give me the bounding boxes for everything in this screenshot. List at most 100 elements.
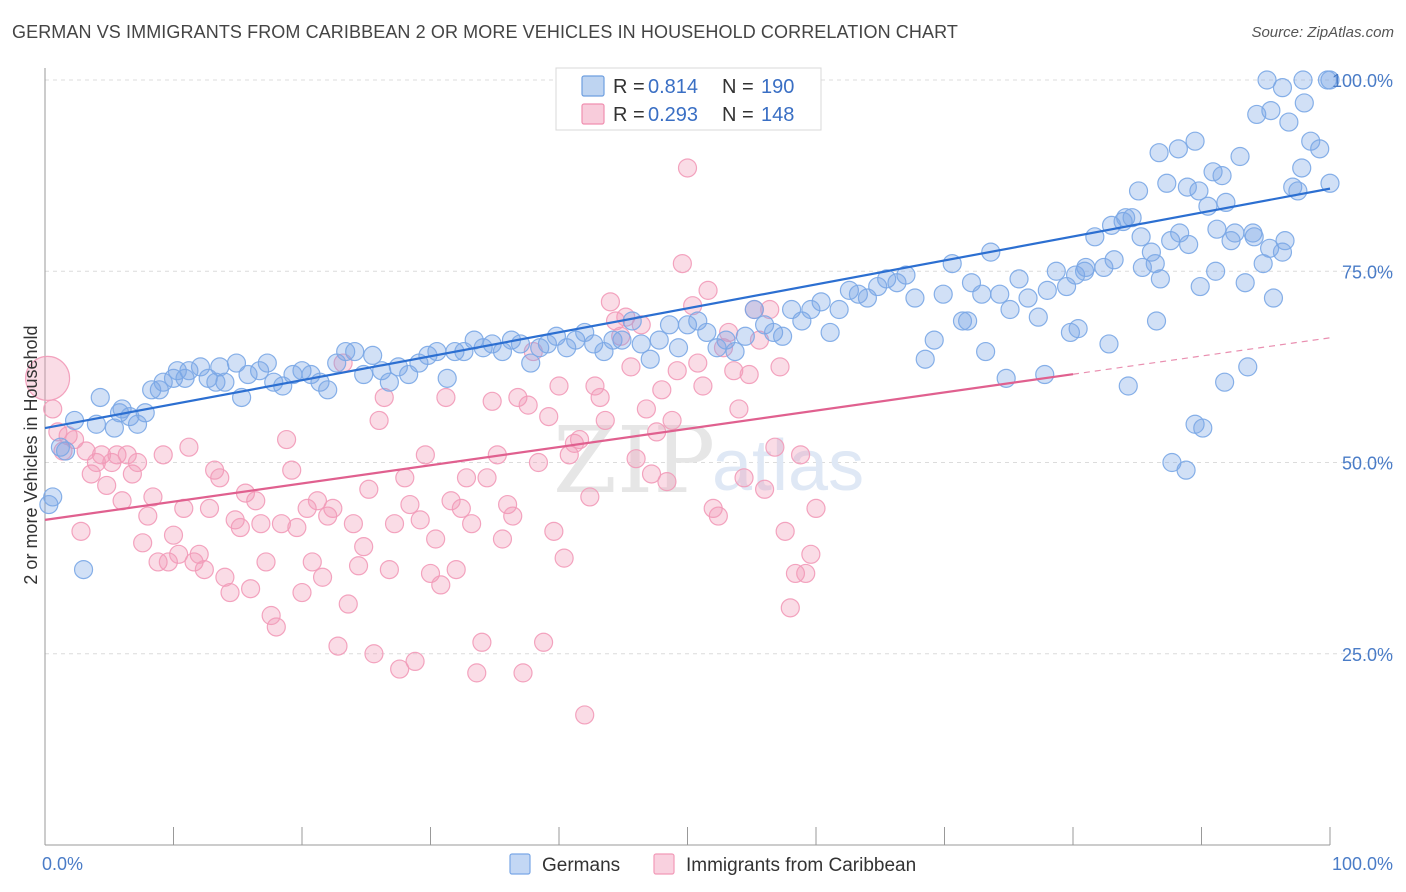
watermark-atlas: atlas bbox=[712, 426, 864, 506]
data-point bbox=[1018, 288, 1038, 308]
data-point bbox=[549, 376, 569, 396]
data-point bbox=[437, 368, 457, 388]
data-point bbox=[585, 376, 605, 396]
data-point bbox=[688, 353, 708, 373]
data-point bbox=[122, 464, 142, 484]
legend-swatch bbox=[581, 103, 605, 125]
data-point bbox=[539, 407, 559, 427]
series-legend: Germans Immigrants from Caribbean bbox=[509, 853, 916, 876]
data-point bbox=[744, 299, 764, 320]
data-point bbox=[724, 361, 744, 381]
data-point bbox=[1272, 78, 1293, 98]
data-point bbox=[600, 292, 621, 312]
chart-title: GERMAN VS IMMIGRANTS FROM CARIBBEAN 2 OR… bbox=[12, 22, 958, 42]
data-point bbox=[477, 468, 497, 488]
data-point bbox=[1168, 139, 1188, 159]
data-point bbox=[400, 494, 420, 515]
data-point bbox=[735, 326, 755, 346]
data-point bbox=[905, 288, 925, 308]
y-tick-labels: 25.0% 50.0% 75.0% 100.0% bbox=[1332, 71, 1393, 665]
data-point bbox=[1243, 223, 1263, 243]
data-point bbox=[153, 445, 173, 465]
data-point bbox=[410, 510, 430, 530]
data-point bbox=[50, 437, 71, 457]
data-point bbox=[482, 391, 502, 411]
data-point bbox=[503, 506, 523, 526]
data-point bbox=[976, 341, 996, 362]
legend-n-value: 148 bbox=[761, 104, 794, 126]
data-point bbox=[1185, 414, 1205, 434]
data-point bbox=[713, 338, 734, 358]
data-point bbox=[1132, 257, 1152, 278]
data-point bbox=[1230, 146, 1250, 167]
series-legend-swatch bbox=[653, 853, 675, 875]
data-point bbox=[652, 380, 672, 400]
data-point bbox=[472, 632, 492, 652]
data-point bbox=[584, 334, 604, 354]
data-point bbox=[241, 579, 261, 599]
data-point bbox=[1288, 181, 1308, 201]
data-point bbox=[1257, 70, 1277, 90]
data-point bbox=[677, 315, 698, 335]
data-point bbox=[169, 544, 189, 564]
data-point bbox=[621, 357, 641, 377]
data-point bbox=[142, 380, 162, 400]
legend-swatch bbox=[581, 75, 605, 97]
data-point bbox=[1272, 242, 1293, 262]
data-point bbox=[1179, 234, 1199, 255]
y-tick-label: 50.0% bbox=[1342, 454, 1393, 474]
data-point bbox=[1028, 307, 1048, 327]
data-point bbox=[958, 311, 978, 331]
data-point bbox=[238, 364, 258, 385]
data-point bbox=[780, 598, 800, 618]
data-point bbox=[1177, 177, 1197, 197]
data-point bbox=[73, 559, 94, 580]
data-point bbox=[90, 387, 110, 408]
data-point bbox=[806, 498, 826, 518]
y-tick-label: 25.0% bbox=[1342, 645, 1393, 665]
data-point bbox=[261, 605, 281, 626]
y-axis-label: 2 or more Vehicles in Household bbox=[21, 325, 41, 584]
data-point bbox=[952, 311, 973, 331]
data-point bbox=[1260, 238, 1280, 258]
legend-r-value: 0.293 bbox=[648, 104, 698, 126]
data-point bbox=[257, 353, 277, 373]
data-point bbox=[276, 429, 297, 450]
x-tick-label-min: 0.0% bbox=[42, 854, 83, 874]
data-point bbox=[796, 563, 816, 584]
data-point bbox=[1128, 181, 1149, 201]
data-point bbox=[158, 552, 178, 572]
legend-n-label: N = bbox=[722, 76, 754, 98]
data-point bbox=[456, 468, 477, 488]
data-point bbox=[163, 525, 184, 545]
data-point bbox=[1292, 158, 1312, 178]
data-point bbox=[1150, 269, 1170, 289]
data-point bbox=[287, 517, 307, 538]
data-point bbox=[395, 468, 415, 488]
data-point bbox=[1068, 319, 1088, 339]
data-point bbox=[359, 479, 379, 499]
data-point bbox=[829, 299, 849, 320]
correlation-legend: R = 0.814 N = 190 R = 0.293 N = 148 bbox=[555, 67, 822, 131]
data-point bbox=[384, 514, 405, 534]
data-point bbox=[739, 364, 759, 385]
data-point bbox=[1101, 215, 1122, 235]
data-point bbox=[636, 399, 656, 419]
data-point bbox=[297, 498, 317, 518]
data-point bbox=[896, 265, 916, 285]
data-point bbox=[127, 414, 148, 434]
data-point bbox=[667, 361, 687, 381]
data-point bbox=[249, 361, 270, 381]
data-point bbox=[104, 418, 124, 438]
data-point bbox=[1094, 257, 1114, 278]
data-point bbox=[266, 617, 286, 637]
data-point bbox=[1146, 311, 1167, 331]
data-point bbox=[379, 372, 399, 392]
data-point bbox=[467, 663, 487, 683]
data-point bbox=[1294, 93, 1314, 113]
data-point bbox=[43, 487, 63, 507]
data-point bbox=[1275, 231, 1295, 251]
data-point bbox=[521, 353, 541, 373]
data-point bbox=[915, 349, 935, 369]
